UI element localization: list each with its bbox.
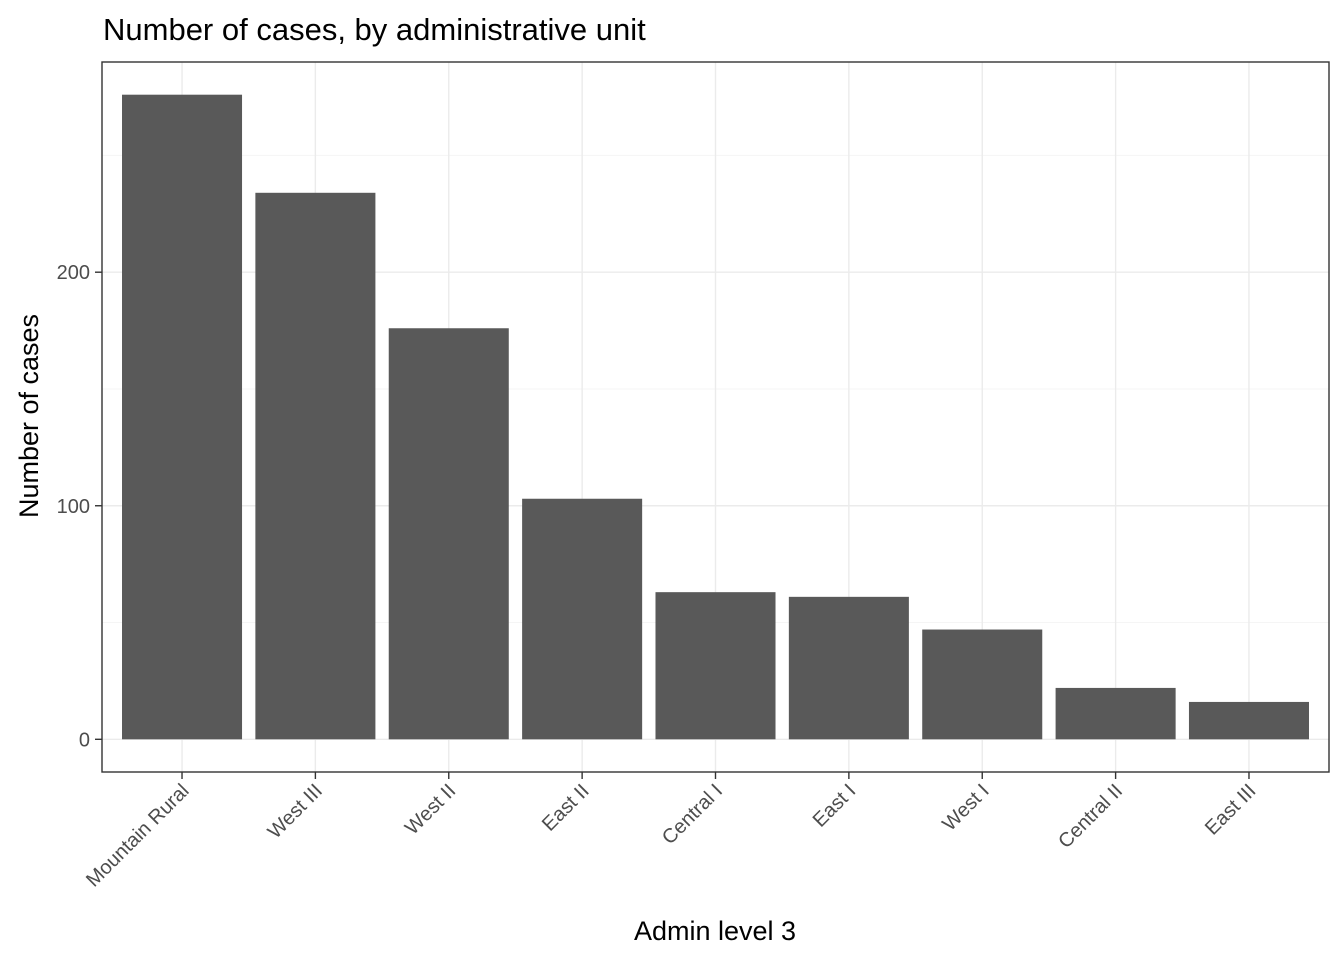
chart-title: Number of cases, by administrative unit [103,12,646,47]
x-tick-label: West II [401,780,460,839]
bar [1055,687,1176,740]
x-tick-label: West III [264,780,327,843]
bar [655,592,776,740]
bar [922,629,1043,740]
bar [388,328,509,740]
x-tick-label: Central I [658,780,727,849]
y-tick-label: 100 [57,496,90,518]
bar [788,596,909,740]
x-tick-label: East III [1201,780,1261,840]
bar [1188,701,1309,740]
bar [122,94,243,740]
x-tick-label: West I [938,780,993,835]
y-axis: 0 100 200 [57,262,102,751]
x-tick-label: Mountain Rural [82,780,193,891]
bars [122,94,1309,740]
x-tick-label: East I [809,780,861,832]
x-tick-label: Central II [1054,780,1127,853]
x-tick-label: East II [538,780,594,836]
y-axis-title: Number of cases [14,314,44,518]
y-tick-label: 0 [79,729,90,751]
x-axis-title: Admin level 3 [634,916,796,946]
x-axis: Mountain Rural West III West II East II Cent… [82,772,1261,891]
bar [522,498,643,740]
y-tick-label: 200 [57,262,90,284]
bar [255,192,376,740]
